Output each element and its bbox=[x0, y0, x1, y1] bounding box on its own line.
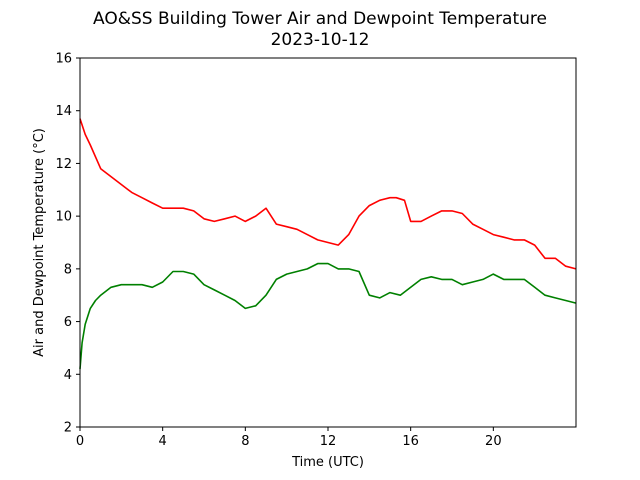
y-axis: 2 4 6 8 10 12 14 16 bbox=[55, 52, 80, 436]
y-tick-label: 6 bbox=[64, 315, 72, 330]
y-tick-label: 16 bbox=[55, 52, 72, 67]
x-tick-label: 4 bbox=[159, 434, 167, 449]
x-tick-label: 16 bbox=[402, 434, 419, 449]
y-tick-label: 14 bbox=[55, 104, 72, 119]
series-layer bbox=[79, 118, 577, 370]
x-tick-label: 0 bbox=[76, 434, 84, 449]
series-line-0 bbox=[79, 118, 577, 270]
x-tick-label: 20 bbox=[485, 434, 502, 449]
y-tick-label: 10 bbox=[55, 210, 72, 225]
chart-title: AO&SS Building Tower Air and Dewpoint Te… bbox=[93, 9, 547, 29]
y-tick-label: 12 bbox=[55, 157, 72, 172]
x-axis-label: Time (UTC) bbox=[291, 455, 364, 470]
x-axis: 0 4 8 12 16 20 bbox=[76, 427, 502, 449]
series-line-1 bbox=[79, 262, 577, 370]
y-tick-label: 4 bbox=[64, 368, 72, 383]
y-tick-label: 2 bbox=[64, 421, 72, 436]
y-axis-label: Air and Dewpoint Temperature (°C) bbox=[32, 128, 47, 357]
y-tick-label: 8 bbox=[64, 262, 72, 277]
x-tick-label: 8 bbox=[241, 434, 249, 449]
x-tick-label: 12 bbox=[320, 434, 337, 449]
chart-subtitle: 2023-10-12 bbox=[271, 30, 370, 50]
